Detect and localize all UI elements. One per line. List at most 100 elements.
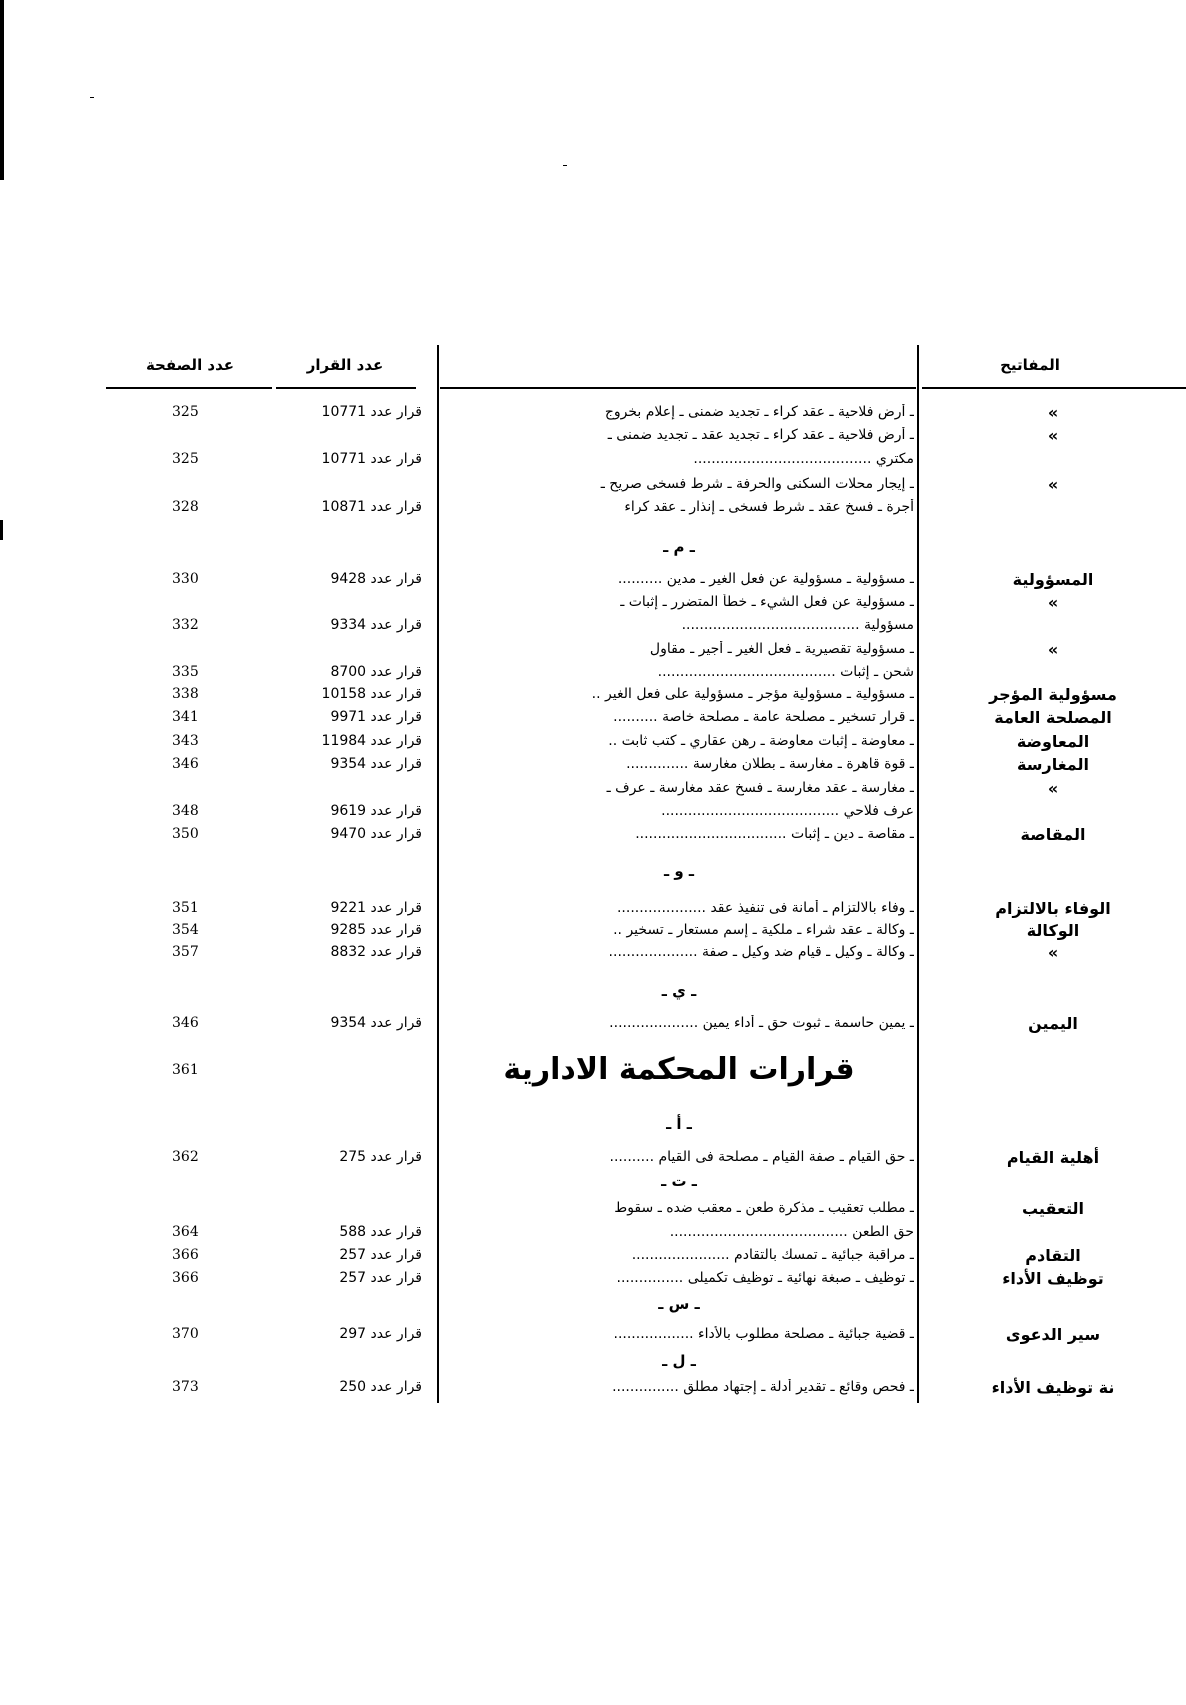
entry-text: ـ إيجار محلات السكنى والحرفة ـ شرط فسخى …: [600, 476, 914, 492]
keyword: المصلحة العامة: [994, 708, 1112, 727]
decision-number: قرار عدد 257: [339, 1270, 422, 1286]
entry-text: أجرة ـ فسخ عقد ـ شرط فسخى ـ إنذار ـ عقد …: [624, 499, 914, 515]
keyword: »: [1047, 779, 1059, 798]
decision-number: قرار عدد 588: [339, 1224, 422, 1240]
section-letter: ـ أ ـ: [666, 1115, 692, 1133]
entry-text: ـ مطلب تعقيب ـ مذكرة طعن ـ معقب ضده ـ سق…: [614, 1200, 914, 1216]
header-rule-keywords: [922, 387, 1186, 389]
scan-speck: [563, 165, 567, 166]
page-number: 366: [172, 1270, 199, 1286]
decision-number: قرار عدد 9354: [330, 756, 422, 772]
keyword: المقاصة: [1020, 825, 1086, 844]
scan-edge-mark: [0, 0, 4, 180]
page-number: 348: [172, 803, 199, 819]
keyword: سير الدعوى: [1005, 1325, 1101, 1344]
column-divider: [917, 345, 919, 1403]
keyword: »: [1047, 403, 1059, 422]
keyword: المسؤولية: [1012, 570, 1094, 589]
page-number: 346: [172, 1015, 199, 1031]
entry-text: ـ مسؤولية عن فعل الشيء ـ خطأ المتضرر ـ إ…: [620, 594, 914, 610]
decision-number: قرار عدد 9354: [330, 1015, 422, 1031]
decision-number: قرار عدد 250: [339, 1379, 422, 1395]
header-keywords: المفاتيح: [1000, 356, 1060, 374]
page-number: 332: [172, 617, 199, 633]
keyword: مسؤولية المؤجر: [989, 685, 1117, 704]
scan-speck: [90, 97, 94, 98]
keyword: »: [1047, 943, 1059, 962]
keyword: المغارسة: [1017, 755, 1089, 774]
entry-text: ـ وكالة ـ عقد شراء ـ ملكية ـ إسم مستعار …: [613, 922, 914, 938]
page-number: 341: [172, 709, 199, 725]
page-number: 325: [172, 404, 199, 420]
header-rule-text: [440, 387, 916, 389]
page-number: 361: [172, 1062, 199, 1078]
scan-edge-mark: [0, 520, 3, 540]
keyword: »: [1047, 426, 1059, 445]
entry-text: ـ مغارسة ـ عقد مغارسة ـ فسخ عقد مغارسة ـ…: [606, 780, 914, 796]
decision-number: قرار عدد 8832: [330, 944, 422, 960]
entry-text: ـ مقاصة ـ دين ـ إثبات ..................…: [635, 826, 914, 842]
decision-number: قرار عدد 9971: [330, 709, 422, 725]
entry-text: ـ مسؤولية ـ مسؤولية مؤجر ـ مسؤولية على ف…: [591, 686, 914, 702]
decision-number: قرار عدد 9285: [330, 922, 422, 938]
decision-number: قرار عدد 275: [339, 1149, 422, 1165]
page-number: 338: [172, 686, 199, 702]
keyword: الوفاء بالالتزام: [995, 899, 1111, 918]
entry-text: ـ فحص وقائع ـ تقدير أدلة ـ إجتهاد مطلق .…: [612, 1379, 914, 1395]
page-number: 354: [172, 922, 199, 938]
header-rule-decision: [276, 387, 416, 389]
page-number: 373: [172, 1379, 199, 1395]
entry-text: ـ مسؤولية تقصيرية ـ فعل الغير ـ أجير ـ م…: [649, 641, 914, 657]
entry-text: ـ مراقبة جبائية ـ تمسك بالتقادم ........…: [631, 1247, 914, 1263]
entry-text: ـ وكالة ـ وكيل ـ قيام ضد وكيل ـ صفة ....…: [608, 944, 914, 960]
decision-number: قرار عدد 9619: [330, 803, 422, 819]
keyword: أهلية القيام: [1006, 1148, 1100, 1167]
entry-text: ـ حق القيام ـ صفة القيام ـ مصلحة فى القي…: [609, 1149, 914, 1165]
page-number: 362: [172, 1149, 199, 1165]
entry-text: ـ قرار تسخير ـ مصلحة عامة ـ مصلحة خاصة .…: [613, 709, 914, 725]
keyword: الوكالة: [1026, 921, 1080, 940]
keyword: »: [1047, 593, 1059, 612]
entry-text: عرف فلاحي ..............................…: [661, 803, 914, 819]
column-divider: [437, 345, 439, 1403]
page-number: 335: [172, 664, 199, 680]
decision-number: قرار عدد 9428: [330, 571, 422, 587]
section-letter: ـ ت ـ: [661, 1172, 697, 1190]
decision-number: قرار عدد 297: [339, 1326, 422, 1342]
decision-number: قرار عدد 10771: [321, 451, 422, 467]
entry-text: ـ توظيف ـ صبغة نهائية ـ توظيف تكميلى ...…: [616, 1270, 915, 1286]
page-number: 351: [172, 900, 199, 916]
entry-text: ـ قضية جبائية ـ مصلحة مطلوب بالأداء ....…: [613, 1326, 915, 1342]
decision-number: قرار عدد 9221: [330, 900, 422, 916]
decision-number: قرار عدد 8700: [330, 664, 422, 680]
entry-text: ـ قوة قاهرة ـ مغارسة ـ بطلان مغارسة ....…: [626, 756, 914, 772]
page-number: 366: [172, 1247, 199, 1263]
decision-number: قرار عدد 10871: [321, 499, 422, 515]
section-letter: ـ ي ـ: [661, 982, 697, 1000]
decision-number: قرار عدد 9334: [330, 617, 422, 633]
section-title: قرارات المحكمة الادارية: [503, 1052, 855, 1087]
header-rule-page: [106, 387, 272, 389]
header-decision-number: عدد القرار: [306, 356, 384, 374]
page-number: 350: [172, 826, 199, 842]
keyword: »: [1047, 475, 1059, 494]
keyword: »: [1047, 640, 1059, 659]
keyword: التقادم: [1025, 1246, 1081, 1265]
page-number: 343: [172, 733, 199, 749]
entry-text: شحن ـ إثبات ............................…: [657, 664, 914, 680]
section-letter: ـ س ـ: [658, 1295, 700, 1313]
entry-text: ـ أرض فلاحية ـ عقد كراء ـ تجديد ضمنى ـ إ…: [604, 404, 914, 420]
keyword: المعاوضة: [1016, 732, 1090, 751]
decision-number: قرار عدد 9470: [330, 826, 422, 842]
section-letter: ـ و ـ: [663, 862, 695, 880]
section-letter: ـ ل ـ: [662, 1352, 696, 1370]
page-number: 325: [172, 451, 199, 467]
entry-text: ـ أرض فلاحية ـ عقد كراء ـ تجديد عقد ـ تج…: [607, 427, 914, 443]
entry-text: مسؤولية ................................…: [681, 617, 914, 633]
decision-number: قرار عدد 11984: [321, 733, 422, 749]
decision-number: قرار عدد 10771: [321, 404, 422, 420]
page-number: 330: [172, 571, 199, 587]
page-number: 370: [172, 1326, 199, 1342]
entry-text: مكتري ..................................…: [693, 451, 914, 467]
page-number: 328: [172, 499, 199, 515]
